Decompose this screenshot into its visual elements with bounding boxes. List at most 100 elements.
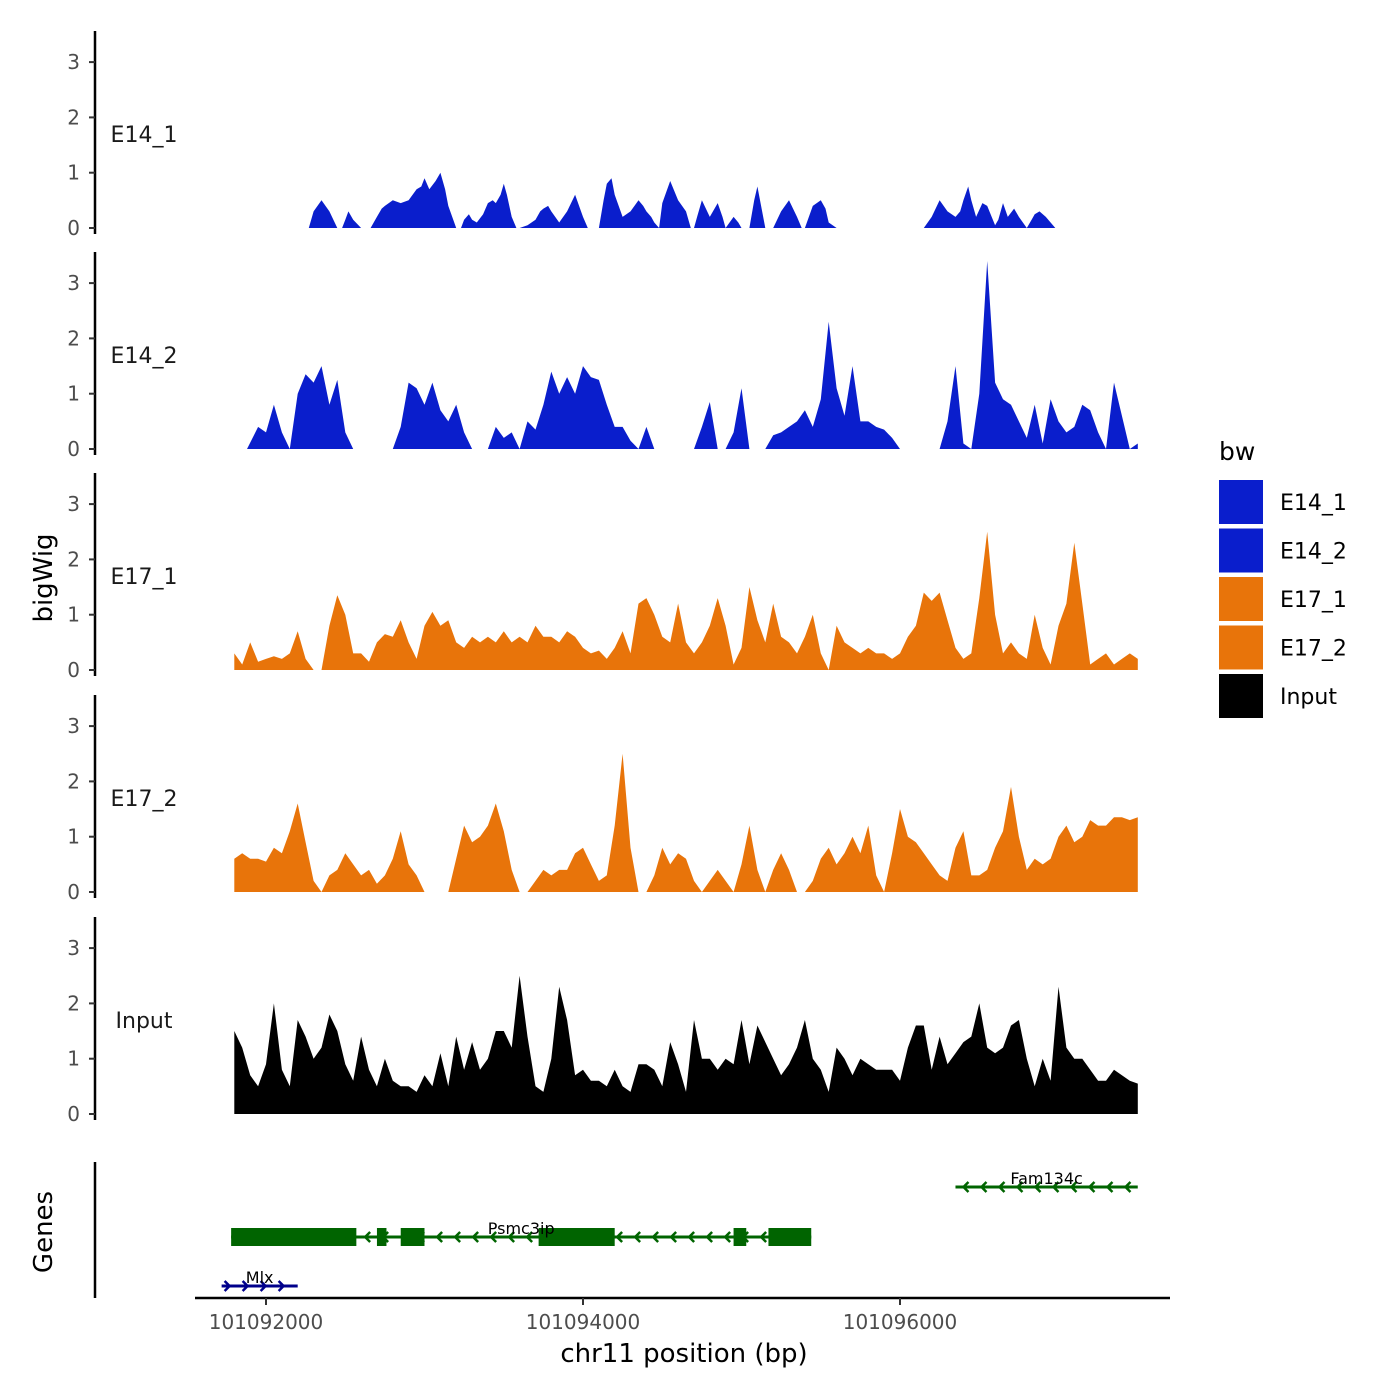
- exon-block: [538, 1228, 615, 1246]
- y-tick-label: 0: [67, 658, 80, 682]
- strand-arrow: [259, 1280, 268, 1292]
- strand-arrow: [345, 1231, 354, 1243]
- strand-arrow: [255, 1231, 264, 1243]
- strand-arrow: [705, 1231, 714, 1243]
- y-tick-label: 1: [67, 603, 80, 627]
- exon-block: [733, 1228, 747, 1246]
- x-axis-title: chr11 position (bp): [560, 1339, 807, 1369]
- coverage-area-e17-1: [234, 531, 1138, 670]
- x-axis: 101092000 101094000 101096000: [195, 1296, 1170, 1334]
- gene-track: Fam134c Psmc3ip Mlx: [93, 1162, 1138, 1298]
- y-tick-label: 1: [67, 825, 80, 849]
- y-tick-label: 0: [67, 1102, 80, 1126]
- strand-arrow: [777, 1231, 786, 1243]
- strand-arrow: [1069, 1181, 1078, 1193]
- strand-arrow: [1051, 1181, 1060, 1193]
- track-e14-2: 0 1 2 3 E14_2: [67, 252, 1138, 461]
- strand-arrow: [795, 1231, 804, 1243]
- strand-arrow: [741, 1231, 750, 1243]
- strand-arrow: [997, 1181, 1006, 1193]
- strand-arrow: [273, 1231, 282, 1243]
- strand-arrow: [759, 1231, 768, 1243]
- track-input: 0 1 2 3 Input: [67, 917, 1138, 1126]
- strand-arrow: [471, 1231, 480, 1243]
- legend: bw E14_1 E14_2 E17_1 E17_2 Input: [1219, 437, 1347, 718]
- track-e17-1: 0 1 2 3 E17_1: [67, 473, 1138, 682]
- gene-label: Mlx: [246, 1268, 274, 1287]
- strand-arrow: [453, 1231, 462, 1243]
- track-e14-1: 0 1 2 3 E14_1: [67, 31, 1056, 240]
- track-label: E17_2: [111, 787, 178, 812]
- y-tick-label: 2: [67, 326, 80, 350]
- strand-arrow: [579, 1231, 588, 1243]
- strand-arrow: [291, 1231, 300, 1243]
- legend-label: E14_1: [1280, 491, 1347, 516]
- strand-arrow: [507, 1231, 516, 1243]
- strand-arrow: [489, 1231, 498, 1243]
- strand-arrow: [277, 1280, 286, 1292]
- coverage-area-input: [234, 975, 1138, 1114]
- y-tick-label: 3: [67, 714, 80, 738]
- y-tick-label: 0: [67, 437, 80, 461]
- legend-key-input: [1219, 674, 1263, 718]
- strand-arrow: [1015, 1181, 1024, 1193]
- track-label: E14_2: [111, 344, 178, 369]
- y-tick-label: 1: [67, 1047, 80, 1071]
- strand-arrow: [633, 1231, 642, 1243]
- x-tick-label: 101094000: [526, 1310, 641, 1334]
- gene-label: Psmc3ip: [488, 1219, 555, 1238]
- legend-key-e17-1: [1219, 577, 1263, 621]
- gene-fam134c: Fam134c: [955, 1169, 1138, 1193]
- legend-key-e14-2: [1219, 528, 1263, 573]
- legend-label: E14_2: [1280, 540, 1347, 565]
- exon-block: [400, 1228, 425, 1246]
- strand-arrow: [979, 1181, 988, 1193]
- strand-arrow: [241, 1280, 250, 1292]
- gene-mlx: Mlx: [221, 1268, 298, 1292]
- strand-arrow: [1123, 1181, 1132, 1193]
- strand-arrow: [309, 1231, 318, 1243]
- y-tick-label: 0: [67, 216, 80, 240]
- gene-track-title: Genes: [29, 1191, 59, 1273]
- y-tick-label: 1: [67, 161, 80, 185]
- y-tick-label: 2: [67, 105, 80, 129]
- strand-arrow: [961, 1181, 970, 1193]
- track-label: E17_1: [111, 565, 178, 590]
- y-tick-label: 2: [67, 547, 80, 571]
- strand-arrow: [381, 1231, 390, 1243]
- y-tick-label: 1: [67, 382, 80, 406]
- strand-arrow: [651, 1231, 660, 1243]
- strand-arrow: [223, 1280, 232, 1292]
- coverage-area-e14-1: [308, 172, 1056, 228]
- y-tick-label: 0: [67, 880, 80, 904]
- coverage-area-e17-2: [234, 753, 1138, 892]
- track-label: Input: [116, 1009, 173, 1034]
- strand-arrow: [615, 1231, 624, 1243]
- y-axis-title: bigWig: [29, 533, 59, 622]
- strand-arrow: [723, 1231, 732, 1243]
- x-tick-label: 101096000: [843, 1310, 958, 1334]
- legend-title: bw: [1219, 437, 1255, 466]
- y-tick-label: 3: [67, 271, 80, 295]
- strand-arrow: [327, 1231, 336, 1243]
- strand-arrow: [237, 1231, 246, 1243]
- coverage-area-e14-2: [247, 261, 1138, 449]
- legend-label: Input: [1280, 685, 1337, 710]
- strand-arrow: [543, 1231, 552, 1243]
- strand-arrow: [597, 1231, 606, 1243]
- track-e17-2: 0 1 2 3 E17_2: [67, 695, 1138, 904]
- strand-arrow: [1105, 1181, 1114, 1193]
- strand-arrow: [561, 1231, 570, 1243]
- strand-arrow: [399, 1231, 408, 1243]
- y-tick-label: 3: [67, 50, 80, 74]
- y-tick-label: 2: [67, 769, 80, 793]
- x-tick-label: 101092000: [209, 1310, 324, 1334]
- track-label: E14_1: [111, 123, 178, 148]
- strand-arrow: [363, 1231, 372, 1243]
- y-tick-label: 2: [67, 991, 80, 1015]
- legend-label: E17_2: [1280, 637, 1347, 662]
- exon-block: [768, 1228, 812, 1246]
- strand-arrow: [417, 1231, 426, 1243]
- coverage-tracks: 0 1 2 3 E14_1 0 1 2 3 E14_2 0 1 2 3 E17_1 0 1 2 3 E17_2 0 1 2 3…: [67, 31, 1138, 1126]
